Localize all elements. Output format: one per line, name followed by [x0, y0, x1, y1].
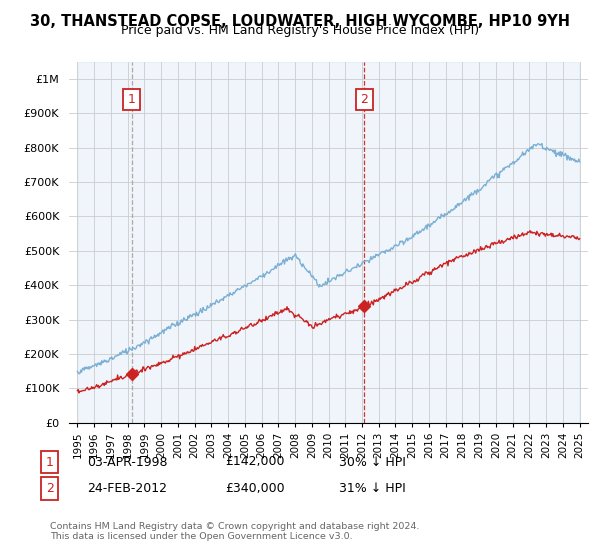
Text: 03-APR-1998: 03-APR-1998 [87, 455, 167, 469]
Text: 30% ↓ HPI: 30% ↓ HPI [339, 455, 406, 469]
Text: 1: 1 [46, 455, 54, 469]
Text: £340,000: £340,000 [225, 482, 284, 495]
Text: 30, THANSTEAD COPSE, LOUDWATER, HIGH WYCOMBE, HP10 9YH: 30, THANSTEAD COPSE, LOUDWATER, HIGH WYC… [30, 14, 570, 29]
Text: 31% ↓ HPI: 31% ↓ HPI [339, 482, 406, 495]
Text: Contains HM Land Registry data © Crown copyright and database right 2024.
This d: Contains HM Land Registry data © Crown c… [50, 522, 419, 542]
Text: 24-FEB-2012: 24-FEB-2012 [87, 482, 167, 495]
Text: 1: 1 [128, 93, 136, 106]
Text: Price paid vs. HM Land Registry's House Price Index (HPI): Price paid vs. HM Land Registry's House … [121, 24, 479, 37]
Text: 2: 2 [361, 93, 368, 106]
Text: 2: 2 [46, 482, 54, 495]
Text: £142,000: £142,000 [225, 455, 284, 469]
